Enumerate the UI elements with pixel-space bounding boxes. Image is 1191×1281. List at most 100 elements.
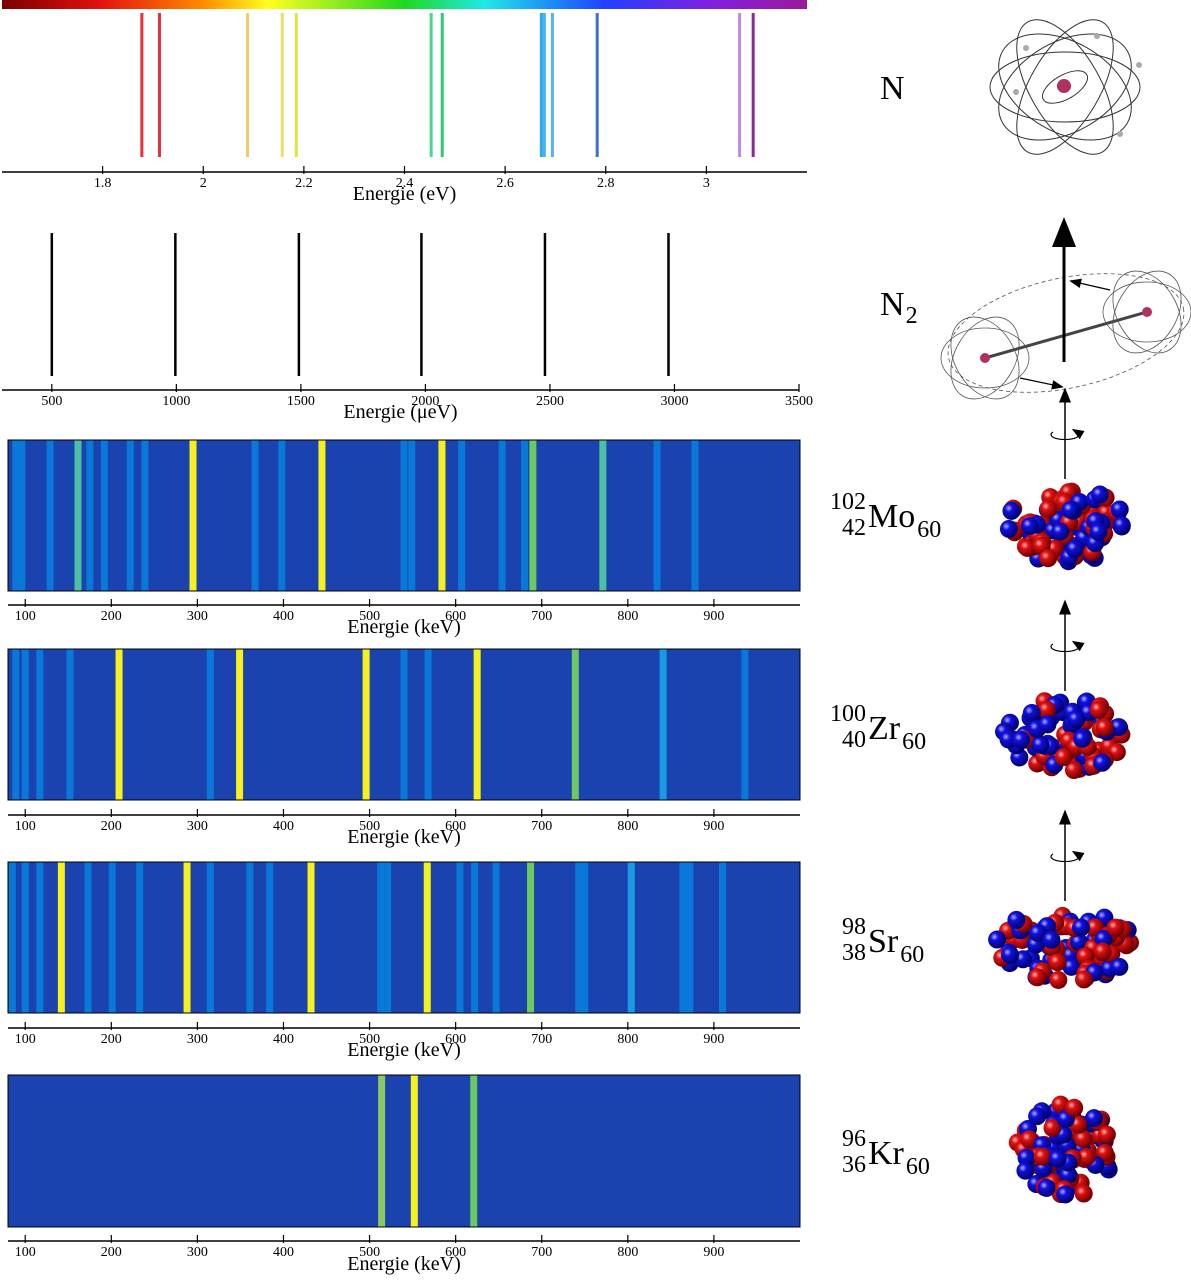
x-tick-label: 800 — [617, 609, 638, 624]
nucleon — [1012, 730, 1031, 749]
spectral-band — [84, 862, 92, 1013]
nucleon — [1093, 753, 1112, 772]
x-tick-label: 700 — [531, 609, 552, 624]
x-axis-label: Energie (keV) — [347, 1039, 460, 1061]
spectral-band — [21, 862, 29, 1013]
spectral-band — [126, 440, 134, 591]
x-tick-label: 700 — [531, 819, 552, 834]
x-tick-label: 2.4 — [396, 176, 414, 191]
nucleon — [988, 930, 1007, 949]
x-tick-label: 400 — [273, 1032, 294, 1047]
rotation-arrow — [1050, 428, 1085, 441]
nucleon — [1085, 1109, 1104, 1128]
nucleon — [1110, 500, 1129, 519]
x-tick-label: 800 — [617, 819, 638, 834]
x-tick-label: 500 — [359, 609, 380, 624]
x-tick-label: 900 — [703, 1245, 724, 1260]
spectral-band — [46, 440, 54, 591]
atomic-number: 42 — [842, 515, 866, 541]
atomic-number: 38 — [842, 940, 866, 966]
spectral-band — [86, 440, 94, 591]
nucleon — [1065, 539, 1084, 558]
nucleon — [1112, 516, 1131, 535]
spectral-band — [521, 440, 529, 591]
x-tick-label: 800 — [617, 1032, 638, 1047]
rainbow-bar — [2, 0, 807, 9]
spectral-band — [378, 1075, 386, 1227]
spectral-band — [206, 649, 214, 800]
nucleon — [1056, 1185, 1075, 1204]
nucleon — [1017, 1148, 1036, 1167]
x-tick-label: 700 — [531, 1032, 552, 1047]
x-tick-label: 100 — [15, 1032, 36, 1047]
spectral-band — [400, 440, 408, 591]
neutron-number: 60 — [900, 942, 924, 968]
x-tick-label: 100 — [15, 609, 36, 624]
spectral-band — [36, 862, 44, 1013]
nucleon — [1018, 538, 1037, 557]
spectral-band — [74, 440, 82, 591]
x-tick-label: 100 — [15, 819, 36, 834]
x-tick-label: 600 — [445, 609, 466, 624]
nucleon — [1074, 970, 1093, 989]
element-symbol: Mo — [868, 498, 915, 535]
nucleon — [1064, 761, 1083, 780]
nucleon — [1028, 968, 1047, 987]
spectral-band — [691, 440, 699, 591]
nucleon — [1043, 1118, 1062, 1137]
neutron-number: 60 — [906, 1154, 930, 1180]
mass-number: 96 — [842, 1126, 866, 1152]
nucleon — [1048, 1149, 1067, 1168]
spectral-band — [627, 862, 635, 1013]
nucleon — [1031, 735, 1050, 754]
x-axis-label: Energie (keV) — [347, 826, 460, 848]
spectral-band — [659, 649, 667, 800]
atomic-number: 40 — [842, 727, 866, 753]
spectral-band — [408, 440, 416, 591]
x-tick-label: 1500 — [287, 394, 315, 409]
element-symbol: Kr — [868, 1135, 905, 1172]
spectral-band — [189, 440, 197, 591]
nucleon — [1039, 549, 1058, 568]
x-tick-label: 2.6 — [496, 176, 514, 191]
nuclei-drawings — [988, 387, 1140, 1204]
spectrum-background — [7, 1074, 801, 1228]
nucleon — [1073, 729, 1092, 748]
x-tick-label: 900 — [703, 819, 724, 834]
element-symbol: Zr — [868, 710, 901, 747]
atomic-number: 36 — [842, 1152, 866, 1178]
spectral-band — [653, 440, 661, 591]
spectral-band — [18, 440, 26, 591]
nucleon — [1106, 918, 1125, 937]
spectral-band — [266, 862, 274, 1013]
spectral-band — [456, 862, 464, 1013]
spectral-band — [236, 649, 244, 800]
spectral-band — [251, 440, 259, 591]
x-tick-label: 2500 — [536, 394, 564, 409]
spectral-band — [115, 649, 123, 800]
x-tick-label: 400 — [273, 609, 294, 624]
x-tick-label: 3 — [703, 176, 710, 191]
mass-number: 100 — [830, 701, 866, 727]
spectral-band — [12, 440, 20, 591]
nucleon — [1038, 715, 1057, 734]
spectral-band — [278, 440, 286, 591]
nucleon — [1022, 704, 1041, 723]
spectral-band — [206, 862, 214, 1013]
element-symbol: Sr — [868, 923, 899, 960]
spectral-band — [571, 649, 579, 800]
x-tick-label: 300 — [187, 1245, 208, 1260]
nucleon — [1054, 748, 1073, 767]
spectral-band — [471, 862, 479, 1013]
x-tick-label: 300 — [187, 609, 208, 624]
spectral-band — [400, 649, 408, 800]
spectral-band — [581, 862, 589, 1013]
spectral-band — [362, 649, 370, 800]
nucleon — [1037, 700, 1056, 719]
nucleon — [1061, 500, 1080, 519]
x-tick-label: 600 — [445, 819, 466, 834]
x-tick-label: 600 — [445, 1032, 466, 1047]
nucleon — [1001, 945, 1020, 964]
spectral-band — [141, 440, 149, 591]
